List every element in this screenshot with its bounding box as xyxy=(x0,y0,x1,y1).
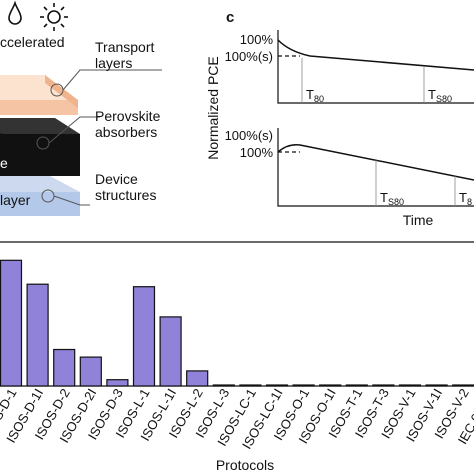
bar-isos-l-1 xyxy=(132,286,156,387)
condition-label: ccelerated xyxy=(0,34,65,50)
device-layer-top xyxy=(0,176,80,192)
bar-isos-t-1 xyxy=(345,384,368,387)
bar-isos-d-3 xyxy=(106,379,129,387)
bar-isos-lc-1 xyxy=(239,384,262,387)
bar-chart: S-D-1ISOS-D-1IISOS-D-2ISOS-D-2IISOS-D-3I… xyxy=(0,259,474,473)
device-label-line2: structures xyxy=(95,187,156,203)
stack-layer-bottom-text: layer xyxy=(0,192,31,208)
bar-isos-d-1 xyxy=(0,259,23,387)
bar-isos-v-2 xyxy=(452,384,474,387)
transport-layer-top xyxy=(0,75,78,100)
top-tick-100: 100% xyxy=(240,32,274,47)
top-degradation-curve xyxy=(277,39,474,71)
perovskite-layer xyxy=(0,134,80,176)
bar-isos-d-2 xyxy=(53,348,76,387)
water-drop-icon xyxy=(8,0,22,25)
perovskite-label-line1: Perovskite xyxy=(95,108,161,124)
bar-isos-d-1i xyxy=(26,283,49,387)
device-label-line1: Device xyxy=(95,171,138,187)
bar-isos-l-3 xyxy=(212,384,235,387)
bar-isos-t-3 xyxy=(372,384,395,387)
perovskite-layer-top xyxy=(0,118,80,134)
sun-icon xyxy=(40,3,68,31)
panel-c: c Normalized PCE 100% 100%(s) T80 TS80 1… xyxy=(205,9,474,228)
bar-isos-d-2i xyxy=(79,356,102,387)
stack-layer-top-text: layer xyxy=(0,130,31,146)
bar-isos-l-1i xyxy=(159,316,182,387)
bar-isos-l-2 xyxy=(186,370,209,387)
schematic-panel: ccelerated layer e layer Transport layer… xyxy=(0,0,162,216)
bottom-marker-ts80: TS80 xyxy=(380,190,404,207)
panel-c-xlabel: Time xyxy=(403,212,434,228)
panel-c-bottom-plot: 100%(s) 100% TS80 T8 xyxy=(225,128,474,207)
bar-isos-v-1i xyxy=(425,384,448,387)
panel-c-label: c xyxy=(226,9,234,26)
bar-isos-lc-1i xyxy=(265,384,289,387)
bottom-tick-100s: 100%(s) xyxy=(225,128,273,143)
bar-isos-v-1 xyxy=(398,384,422,387)
transport-layer-mid xyxy=(0,100,78,115)
device-layer xyxy=(0,192,80,216)
perovskite-label-line2: absorbers xyxy=(95,124,157,140)
bar-isos-o-1i xyxy=(319,384,342,387)
bottom-marker-t8: T8 xyxy=(459,190,472,207)
stack-layer-mid-text: e xyxy=(0,155,8,171)
bar-isos-o-1 xyxy=(292,384,315,387)
top-marker-ts80: TS80 xyxy=(428,87,452,104)
transport-label-line2: layers xyxy=(95,55,132,71)
transport-label-line1: Transport xyxy=(95,39,155,55)
bottom-degradation-curve xyxy=(277,144,474,181)
top-tick-100s: 100%(s) xyxy=(225,49,273,64)
top-marker-t80: T80 xyxy=(306,87,324,104)
bar-chart-xlabel: Protocols xyxy=(216,457,274,473)
panel-c-top-plot: 100% 100%(s) T80 TS80 xyxy=(225,30,474,104)
bottom-tick-100: 100% xyxy=(240,145,274,160)
panel-c-ylabel: Normalized PCE xyxy=(205,56,221,159)
